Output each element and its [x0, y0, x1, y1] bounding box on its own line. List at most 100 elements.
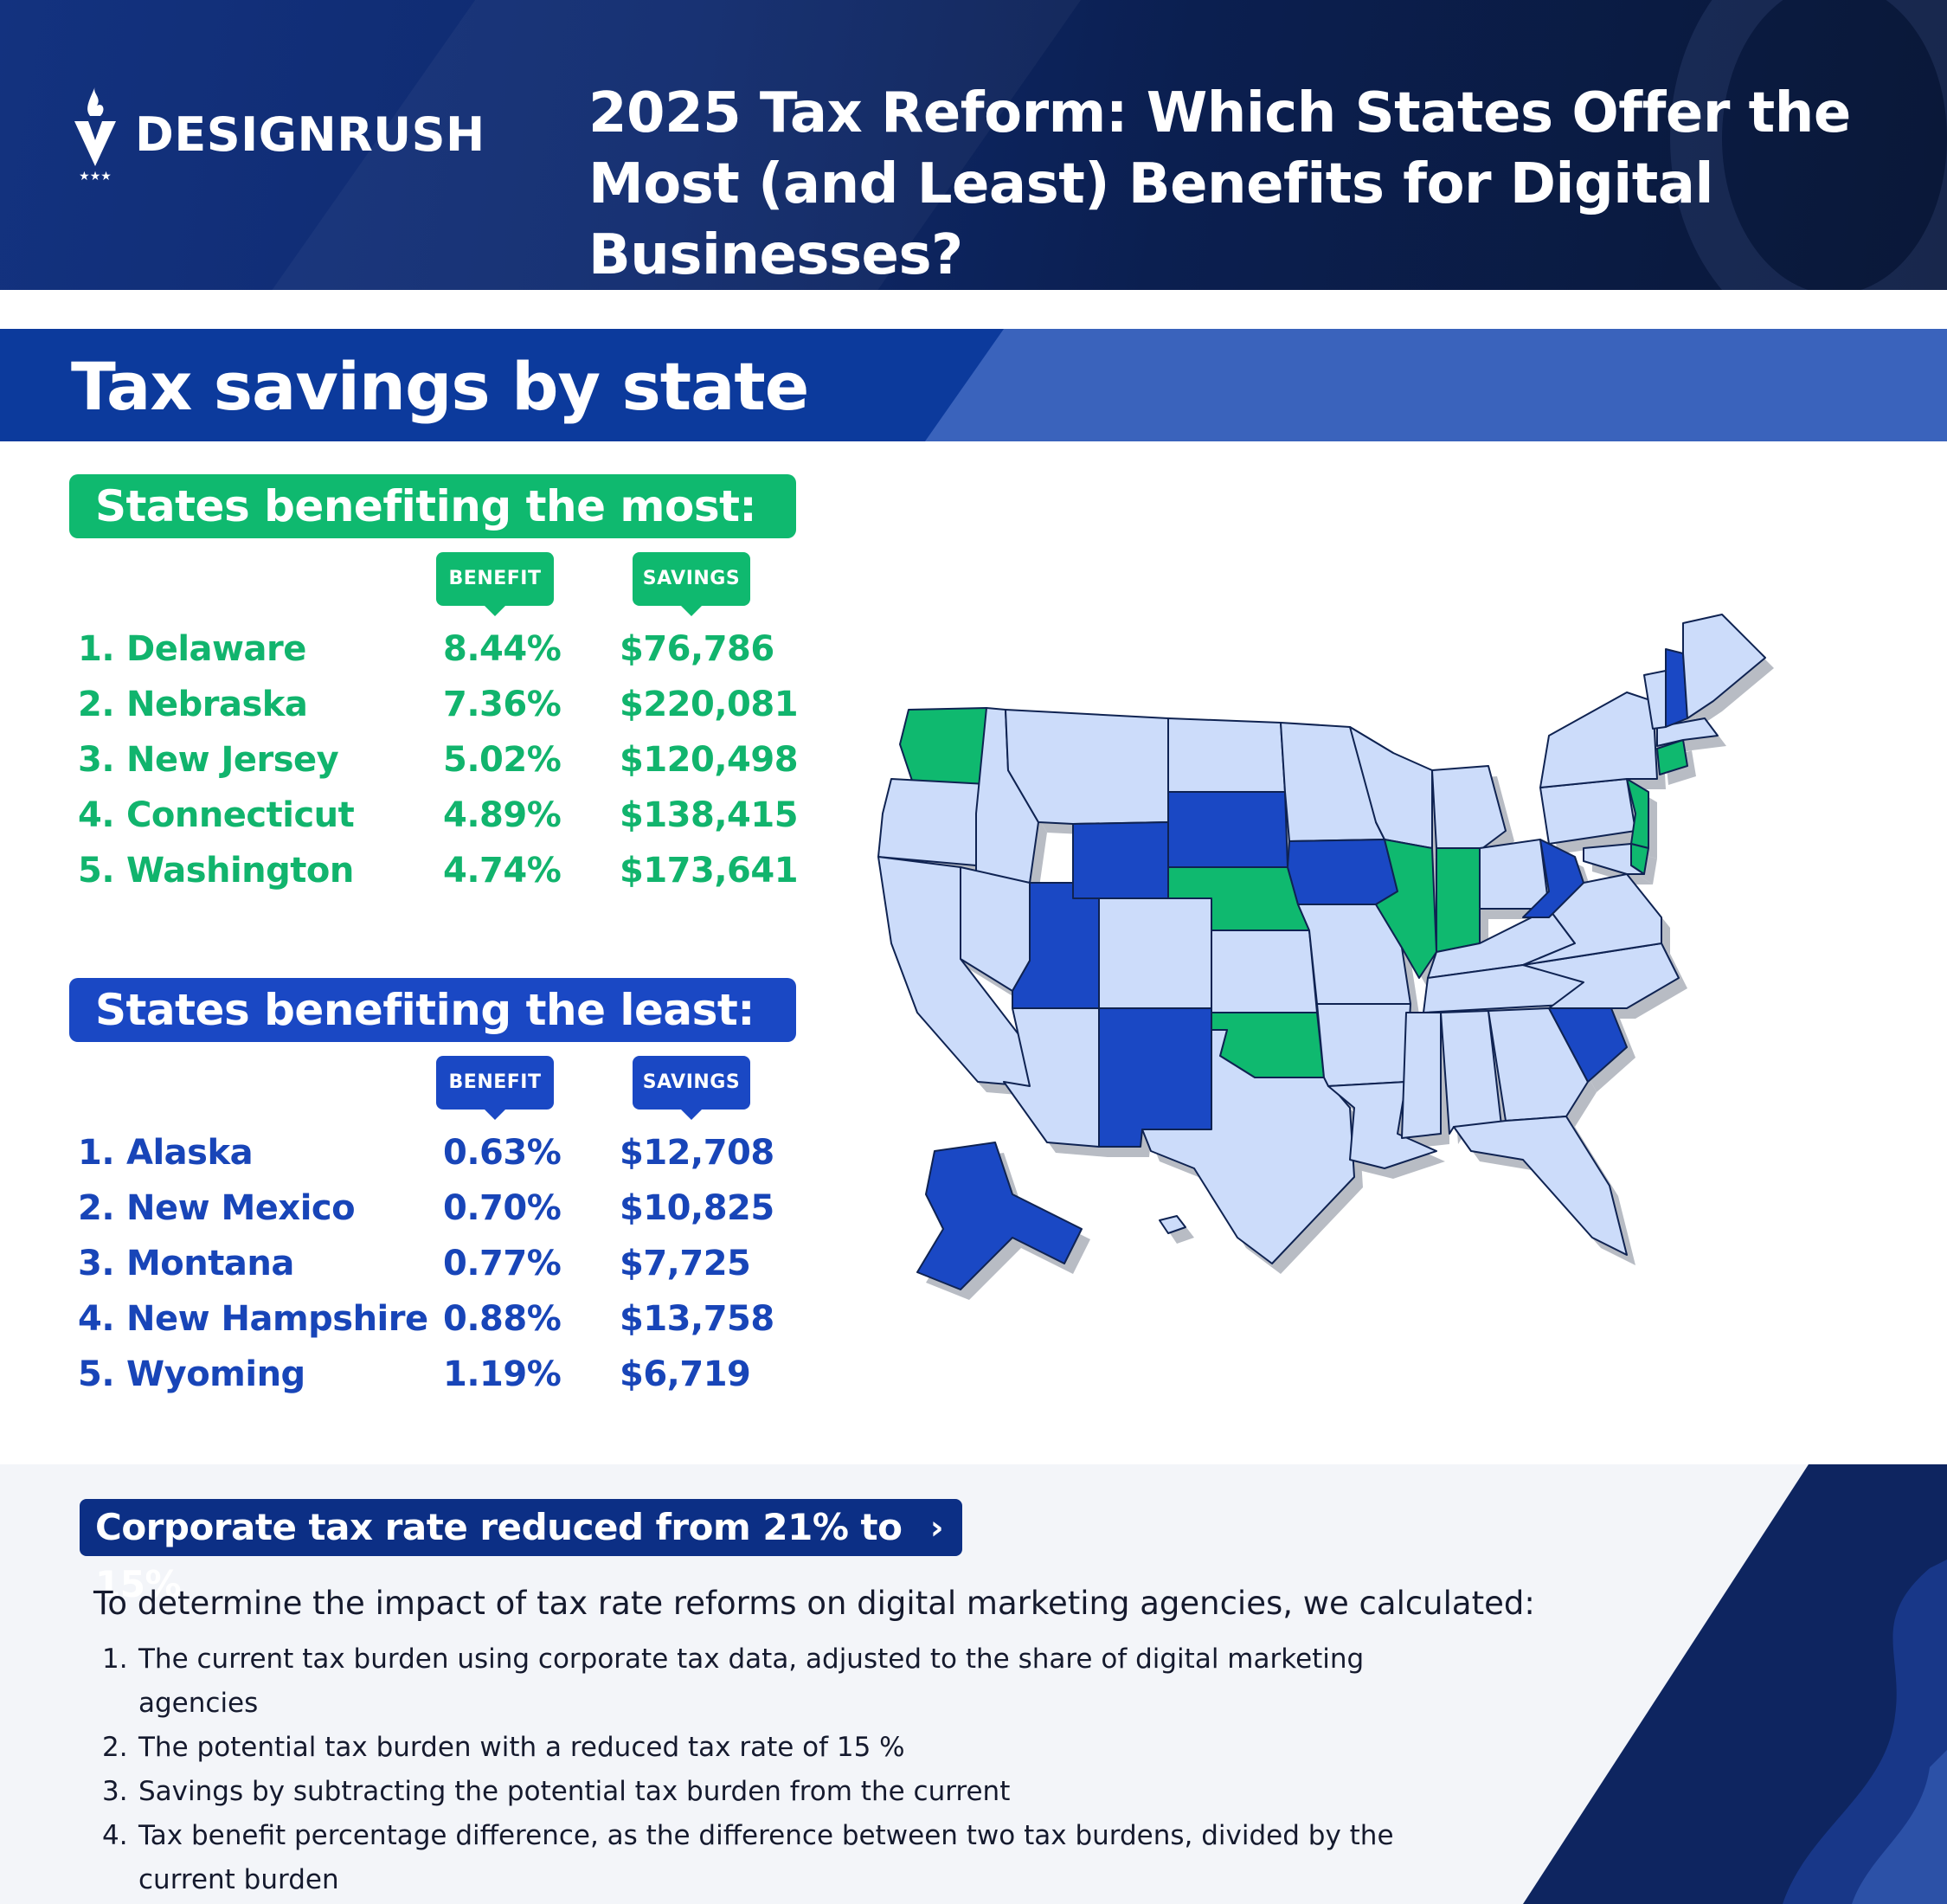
- state-colorado: [1098, 897, 1212, 1009]
- state-name: New Jersey: [126, 740, 339, 780]
- rank: 4.: [78, 1299, 115, 1339]
- step-number: 1.: [102, 1643, 128, 1675]
- savings-value: $12,708: [620, 1133, 774, 1173]
- designrush-logo-icon: ★★★: [74, 87, 116, 182]
- benefit-value: 0.77%: [443, 1244, 562, 1283]
- benefit-value: 8.44%: [443, 629, 562, 669]
- step-text: The potential tax burden with a reduced …: [138, 1732, 905, 1763]
- state-washington: [899, 707, 987, 785]
- methodology-section: Corporate tax rate reduced from 21% to 1…: [0, 1464, 1947, 1904]
- list-item: 2. Nebraska 7.36% $220,081: [78, 677, 822, 732]
- most-savings-column-tag: SAVINGS: [633, 552, 750, 616]
- methodology-callout[interactable]: Corporate tax rate reduced from 21% to 1…: [80, 1499, 962, 1605]
- state-virginia: [1522, 873, 1662, 966]
- rank: 3.: [78, 1244, 115, 1283]
- state-new-mexico: [1098, 1007, 1212, 1148]
- state-west-virginia: [1522, 839, 1584, 918]
- least-heading: States benefiting the least:: [69, 978, 796, 1042]
- state-name: Alaska: [126, 1133, 254, 1173]
- state-name: New Hampshire: [126, 1299, 428, 1339]
- list-item: 4. Connecticut 4.89% $138,415: [78, 788, 822, 843]
- step-text: Tax benefit percentage difference, as th…: [138, 1820, 1394, 1895]
- us-states-map: [877, 614, 1774, 1300]
- list-item: 1. The current tax burden using corporate…: [102, 1637, 1452, 1726]
- state-name: Delaware: [126, 629, 306, 669]
- savings-value: $220,081: [620, 685, 799, 724]
- designrush-logo[interactable]: ★★★ DESIGNRUSH: [69, 87, 485, 182]
- rank: 1.: [78, 629, 115, 669]
- state-illinois: [1375, 839, 1437, 979]
- state-florida: [1453, 1116, 1628, 1256]
- list-item: 1. Alaska 0.63% $12,708: [78, 1125, 822, 1180]
- savings-value: $173,641: [620, 851, 799, 891]
- benefit-value: 5.02%: [443, 740, 562, 780]
- state-name: New Mexico: [126, 1188, 356, 1228]
- savings-value: $7,725: [620, 1244, 751, 1283]
- step-text: The current tax burden using corporate t…: [138, 1643, 1365, 1719]
- state-arkansas: [1316, 1003, 1411, 1087]
- savings-value: $138,415: [620, 795, 799, 835]
- state-oregon: [877, 778, 987, 866]
- benefit-value: 1.19%: [443, 1354, 562, 1394]
- least-list: 1. Alaska 0.63% $12,708 2. New Mexico 0.…: [78, 1125, 822, 1402]
- most-heading: States benefiting the most:: [69, 474, 796, 538]
- benefit-value: 0.70%: [443, 1188, 562, 1228]
- savings-value: $76,786: [620, 629, 774, 669]
- state-wyoming: [1072, 821, 1169, 901]
- step-number: 3.: [102, 1776, 128, 1807]
- state-name: Wyoming: [126, 1354, 305, 1394]
- list-item: 4. Tax benefit percentage difference, as …: [102, 1814, 1452, 1902]
- list-item: 3. Savings by subtracting the potential t…: [102, 1770, 1452, 1814]
- rank: 2.: [78, 685, 115, 724]
- state-name: Nebraska: [126, 685, 308, 724]
- most-benefit-column-tag: BENEFIT: [436, 552, 554, 616]
- savings-value: $13,758: [620, 1299, 774, 1339]
- callout-text: Corporate tax rate reduced from 21% to 1…: [95, 1506, 903, 1605]
- list-item: 1. Delaware 8.44% $76,786: [78, 621, 822, 677]
- state-new-york: [1539, 691, 1658, 788]
- state-michigan: [1431, 765, 1507, 858]
- list-item: 3. Montana 0.77% $7,725: [78, 1236, 822, 1291]
- section-title: Tax savings by state: [71, 348, 809, 425]
- rank: 3.: [78, 740, 115, 780]
- state-maryland: [1583, 843, 1645, 875]
- step-number: 2.: [102, 1732, 128, 1763]
- list-item: 5. Wyoming 1.19% $6,719: [78, 1347, 822, 1402]
- rank: 4.: [78, 795, 115, 835]
- savings-value: $6,719: [620, 1354, 751, 1394]
- step-text: Savings by subtracting the potential tax…: [138, 1776, 1011, 1807]
- state-name: Connecticut: [126, 795, 355, 835]
- header: ★★★ DESIGNRUSH 2025 Tax Reform: Which St…: [0, 0, 1947, 290]
- page-title: 2025 Tax Reform: Which States Offer the …: [588, 81, 1851, 287]
- state-indiana: [1436, 847, 1481, 953]
- state-alaska: [916, 1142, 1083, 1290]
- benefit-value: 0.63%: [443, 1133, 562, 1173]
- state-ohio: [1479, 839, 1550, 910]
- state-south-dakota: [1167, 791, 1288, 868]
- most-list: 1. Delaware 8.44% $76,786 2. Nebraska 7.…: [78, 621, 822, 898]
- methodology-intro: To determine the impact of tax rate refo…: [93, 1585, 1535, 1622]
- benefit-value: 4.74%: [443, 851, 562, 891]
- rank: 1.: [78, 1133, 115, 1173]
- rank: 5.: [78, 1354, 115, 1394]
- benefit-value: 7.36%: [443, 685, 562, 724]
- list-item: 3. New Jersey 5.02% $120,498: [78, 732, 822, 788]
- list-item: 2. New Mexico 0.70% $10,825: [78, 1180, 822, 1236]
- brand-name: DESIGNRUSH: [135, 106, 485, 162]
- step-number: 4.: [102, 1820, 128, 1851]
- state-name: Washington: [126, 851, 354, 891]
- state-hawaii: [1159, 1215, 1186, 1234]
- savings-value: $10,825: [620, 1188, 774, 1228]
- state-kansas: [1211, 929, 1318, 1013]
- state-montana: [1005, 709, 1169, 825]
- list-item: 4. New Hampshire 0.88% $13,758: [78, 1291, 822, 1347]
- benefit-value: 0.88%: [443, 1299, 562, 1339]
- state-name: Montana: [126, 1244, 294, 1283]
- state-mississippi: [1401, 1012, 1442, 1139]
- methodology-steps: 1. The current tax burden using corporate…: [102, 1637, 1452, 1902]
- chevron-right-icon: ›: [929, 1508, 944, 1547]
- savings-value: $120,498: [620, 740, 799, 780]
- least-benefit-column-tag: BENEFIT: [436, 1056, 554, 1120]
- section-banner: Tax savings by state: [0, 329, 1947, 441]
- state-north-dakota: [1167, 717, 1286, 793]
